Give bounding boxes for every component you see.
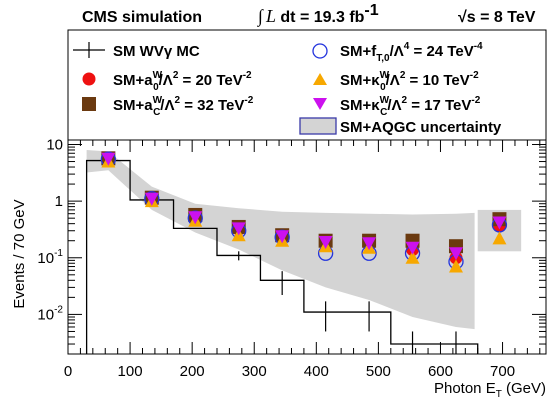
- header-energy: √s = 8 TeV: [458, 9, 536, 26]
- marker-kC: [405, 241, 420, 255]
- marker-kC: [101, 152, 116, 166]
- legend-a0: SM+aW 0/Λ2 = 20 TeV-2: [82, 70, 252, 93]
- x-tick-label: 0: [64, 363, 72, 380]
- signal-markers-group: [100, 151, 508, 273]
- legend-fT0-marker: [312, 43, 328, 59]
- marker-k0: [448, 259, 463, 273]
- legend-k0: SM+κW 0/Λ2 = 10 TeV-2: [313, 70, 479, 93]
- marker-kC: [362, 237, 377, 251]
- header-lumi: ∫ L dt = 19.3 fb-1: [257, 2, 379, 27]
- x-tick-label: 700: [490, 363, 515, 380]
- sm-histogram-group: [85, 159, 479, 354]
- x-tick-label: 100: [118, 363, 143, 380]
- marker-k0: [405, 250, 420, 264]
- legend-a0-label: SM+aW 0/Λ2 = 20 TeV-2: [113, 70, 252, 93]
- marker-kC: [275, 230, 290, 244]
- axis-ticks-group: 0 100 200 300 400 500 600 700 10 1 10-1 10-2: [37, 136, 546, 380]
- legend-kC: SM+κW C/Λ2 = 17 TeV-2: [313, 95, 481, 118]
- marker-kC: [231, 222, 246, 236]
- y-axis-label: Events / 70 GeV: [11, 199, 28, 308]
- x-tick-label: 300: [242, 363, 267, 380]
- y-tick-label: 10-1: [37, 248, 63, 267]
- legend-unc-label: SM+AQGC uncertainty: [340, 119, 502, 136]
- marker-kC: [188, 211, 203, 225]
- legend-unc: SM+AQGC uncertainty: [299, 117, 502, 136]
- y-tick-label: 10: [46, 136, 63, 153]
- marker-kC: [144, 192, 159, 206]
- x-tick-label: 500: [366, 363, 391, 380]
- marker-kC: [318, 235, 333, 249]
- plot-frame: [67, 139, 547, 355]
- legend-aC-marker: [82, 97, 96, 111]
- y-tick-label: 10-2: [37, 304, 63, 323]
- x-tick-label: 600: [428, 363, 453, 380]
- legend-k0-marker: [313, 73, 327, 85]
- legend-aC-label: SM+aW C/Λ2 = 32 TeV-2: [113, 95, 254, 118]
- sm-histogram: [85, 159, 479, 354]
- legend-kC-marker: [313, 98, 327, 110]
- legend-unc-swatch: [299, 117, 337, 135]
- legend-sm-label: SM WVγ MC: [113, 43, 200, 60]
- legend-kC-label: SM+κW C/Λ2 = 17 TeV-2: [340, 95, 481, 118]
- legend-aC: SM+aW C/Λ2 = 32 TeV-2: [82, 95, 254, 118]
- x-axis-label: Photon ET (GeV): [434, 380, 546, 400]
- x-tick-label: 200: [180, 363, 205, 380]
- marker-kC: [448, 247, 463, 261]
- y-tick-label: 1: [55, 193, 63, 210]
- legend-fT0: SM+fT,0/Λ4 = 24 TeV-4: [312, 41, 483, 64]
- legend-fT0-label: SM+fT,0/Λ4 = 24 TeV-4: [340, 41, 483, 64]
- legend-k0-label: SM+κW 0/Λ2 = 10 TeV-2: [340, 70, 479, 93]
- marker-kC: [492, 216, 507, 230]
- x-tick-label: 400: [304, 363, 329, 380]
- legend-sm: SM WVγ MC: [73, 42, 200, 60]
- legend-a0-marker: [82, 72, 96, 86]
- marker-k0: [492, 231, 507, 245]
- header-left: CMS simulation: [82, 9, 202, 26]
